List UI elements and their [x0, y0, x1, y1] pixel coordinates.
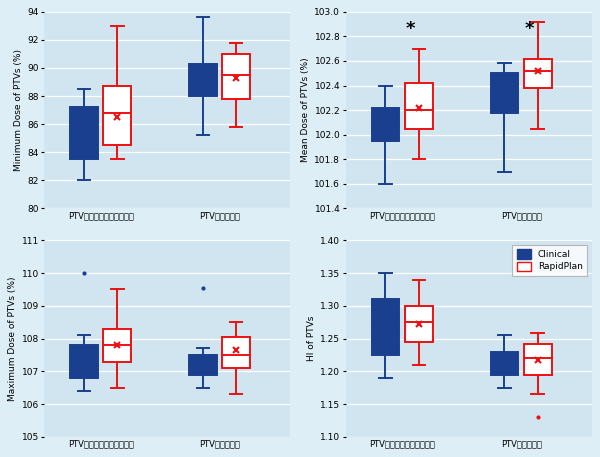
Bar: [371, 299, 400, 355]
Bar: [70, 345, 98, 378]
Y-axis label: Minimum Dose of PTVs (%): Minimum Dose of PTVs (%): [14, 49, 23, 171]
Bar: [524, 58, 551, 88]
Bar: [405, 83, 433, 128]
Bar: [223, 54, 250, 99]
Bar: [491, 73, 518, 112]
Bar: [491, 352, 518, 375]
Bar: [103, 86, 131, 145]
Bar: [371, 108, 400, 141]
Bar: [223, 337, 250, 368]
Text: *: *: [406, 20, 415, 37]
Y-axis label: Mean Dose of PTVs (%): Mean Dose of PTVs (%): [301, 58, 310, 162]
Bar: [524, 344, 551, 375]
Text: *: *: [524, 20, 534, 37]
Bar: [70, 107, 98, 159]
Y-axis label: Maximum Dose of PTVs (%): Maximum Dose of PTVs (%): [8, 276, 17, 401]
Legend: Clinical, RapidPlan: Clinical, RapidPlan: [512, 245, 587, 276]
Bar: [189, 355, 217, 375]
Bar: [405, 306, 433, 342]
Bar: [189, 64, 217, 96]
Y-axis label: HI of PTVs: HI of PTVs: [307, 316, 316, 361]
Bar: [103, 329, 131, 361]
